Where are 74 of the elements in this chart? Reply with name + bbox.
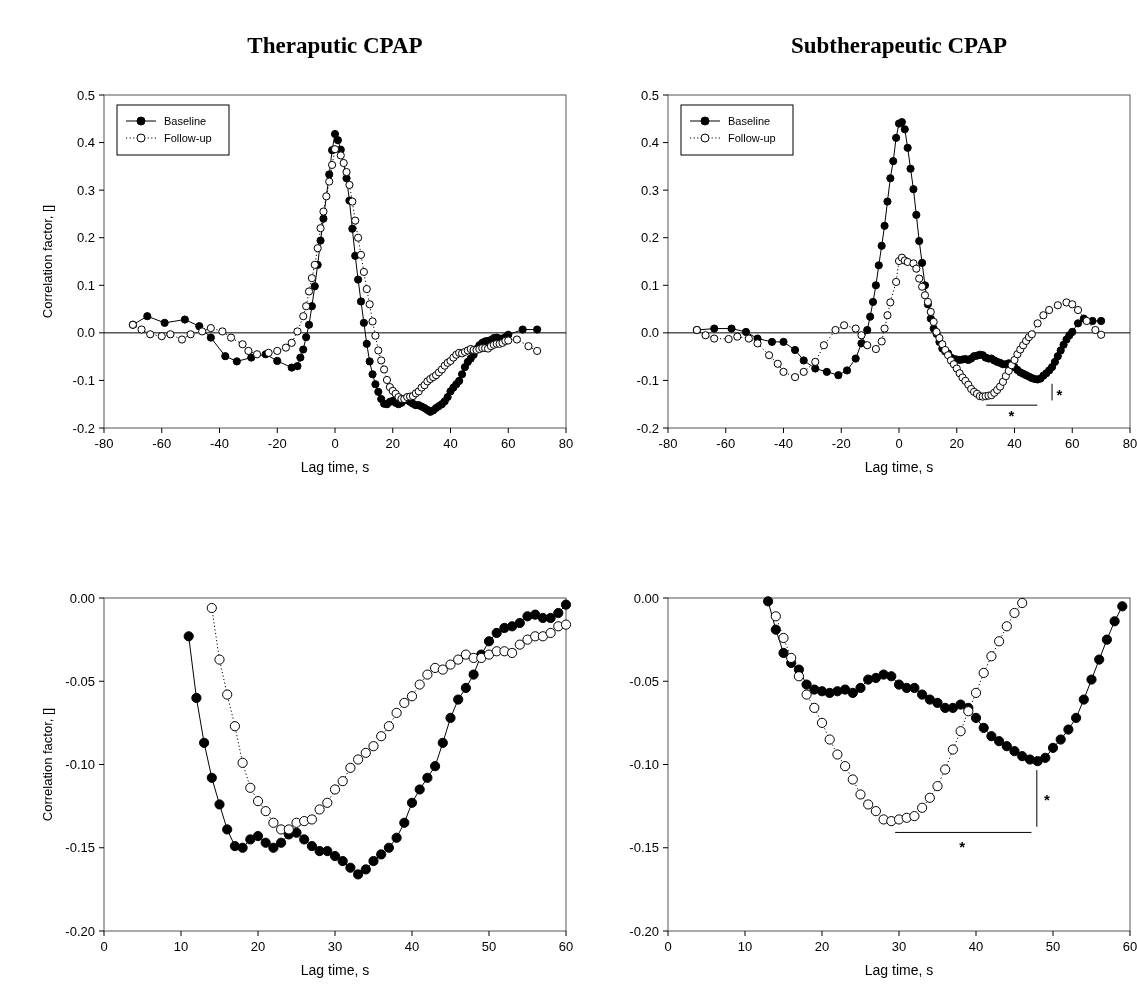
- x-tick-label: 10: [737, 939, 753, 954]
- y-tick-label: -0.10: [629, 757, 659, 772]
- x-tick-label: 40: [404, 939, 420, 954]
- x-axis-title: Lag time, s: [864, 962, 934, 978]
- x-tick-label: 40: [968, 939, 984, 954]
- y-axis-title: Correlation factor, []: [40, 707, 55, 822]
- annotation: *: [1043, 791, 1050, 809]
- y-tick-label: 0.0: [640, 325, 659, 341]
- x-axis-title: Lag time, s: [300, 459, 370, 475]
- x-tick-label: 80: [558, 436, 574, 451]
- x-tick-label: 0: [895, 436, 903, 451]
- x-tick-label: 60: [1065, 436, 1080, 451]
- x-tick-label: 20: [814, 939, 830, 954]
- annotation: *: [959, 838, 966, 856]
- chart-title: Theraputic CPAP: [247, 33, 423, 58]
- y-tick-label: 0.1: [640, 277, 659, 293]
- y-tick-label: -0.20: [629, 923, 659, 939]
- y-axis-title: Correlation factor, []: [40, 204, 55, 319]
- x-tick-label: 60: [558, 939, 574, 954]
- chart-title: Subtherapeutic CPAP: [790, 33, 1008, 58]
- x-tick-label: 40: [1007, 436, 1022, 451]
- x-tick-label: 20: [385, 436, 400, 451]
- x-tick-label: 10: [173, 939, 189, 954]
- annotation: *: [1056, 385, 1063, 403]
- x-axis-title: Lag time, s: [300, 962, 370, 978]
- y-tick-label: 0.5: [76, 87, 95, 103]
- y-tick-label: 0.3: [76, 182, 95, 198]
- legend-label: Baseline: [728, 115, 771, 127]
- y-tick-label: -0.2: [72, 420, 95, 436]
- y-tick-label: 0.5: [640, 87, 659, 103]
- y-tick-label: -0.20: [65, 923, 95, 939]
- y-tick-label: -0.15: [65, 840, 95, 856]
- x-tick-label: -60: [716, 436, 736, 451]
- y-tick-label: 0.1: [76, 277, 95, 293]
- x-tick-label: -40: [210, 436, 229, 451]
- y-tick-label: 0.0: [76, 325, 95, 341]
- y-tick-label: 0.00: [69, 590, 95, 606]
- y-tick-label: 0.2: [76, 230, 95, 246]
- y-tick-label: 0.4: [76, 135, 95, 151]
- x-axis-title: Lag time, s: [864, 459, 934, 475]
- x-tick-label: 50: [1045, 939, 1061, 954]
- legend-label: Baseline: [164, 115, 207, 127]
- legend-label: Follow-up: [728, 132, 776, 144]
- y-tick-label: -0.15: [629, 840, 659, 856]
- x-tick-label: -80: [658, 436, 678, 451]
- legend-label: Follow-up: [164, 132, 212, 144]
- x-tick-label: -20: [267, 436, 287, 451]
- y-tick-label: -0.05: [65, 673, 95, 689]
- x-tick-label: 50: [481, 939, 497, 954]
- y-tick-label: 0.2: [640, 230, 659, 246]
- y-tick-label: 0.3: [640, 182, 659, 198]
- x-tick-label: 0: [664, 939, 672, 954]
- x-tick-label: 60: [1122, 939, 1137, 954]
- x-tick-label: 30: [327, 939, 343, 954]
- x-tick-label: -20: [831, 436, 851, 451]
- x-tick-label: 20: [250, 939, 266, 954]
- y-tick-label: -0.05: [629, 673, 659, 689]
- x-tick-label: -80: [94, 436, 114, 451]
- annotation: *: [1008, 407, 1015, 425]
- x-tick-label: 0: [100, 939, 108, 954]
- y-tick-label: -0.1: [72, 372, 95, 388]
- y-tick-label: -0.1: [636, 372, 659, 388]
- x-tick-label: 80: [1122, 436, 1137, 451]
- x-tick-label: 40: [443, 436, 458, 451]
- x-tick-label: 60: [501, 436, 516, 451]
- x-tick-label: 0: [331, 436, 339, 451]
- x-tick-label: -40: [774, 436, 793, 451]
- y-tick-label: -0.10: [65, 757, 95, 772]
- x-tick-label: 30: [891, 939, 907, 954]
- y-tick-label: 0.00: [633, 590, 659, 606]
- y-tick-label: 0.4: [640, 135, 659, 151]
- y-tick-label: -0.2: [636, 420, 659, 436]
- x-tick-label: -60: [152, 436, 172, 451]
- x-tick-label: 20: [949, 436, 964, 451]
